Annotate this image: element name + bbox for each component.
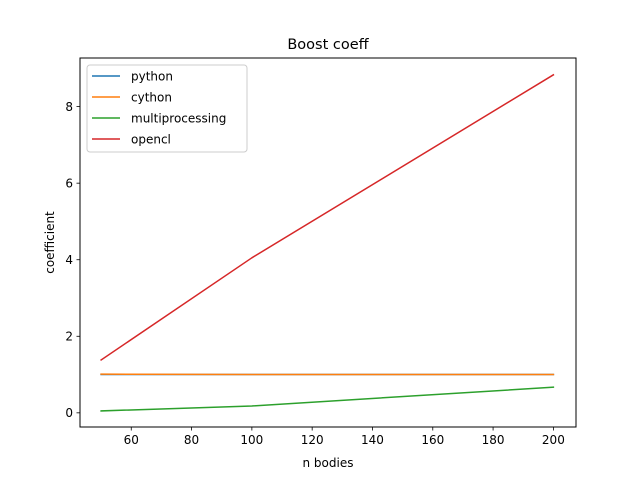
- y-tick-label: 0: [65, 406, 73, 420]
- legend-label-multiprocessing: multiprocessing: [131, 111, 226, 125]
- x-tick-label: 100: [240, 433, 263, 447]
- x-tick-label: 80: [184, 433, 199, 447]
- y-axis-label: coefficient: [43, 211, 57, 274]
- y-tick-label: 2: [65, 329, 73, 343]
- y-tick-label: 6: [65, 176, 73, 190]
- x-tick-label: 200: [542, 433, 565, 447]
- x-tick-label: 160: [421, 433, 444, 447]
- x-tick-label: 60: [124, 433, 139, 447]
- legend-label-opencl: opencl: [131, 132, 171, 146]
- legend: python cython multiprocessing opencl: [87, 65, 247, 152]
- y-tick-label: 8: [65, 100, 73, 114]
- x-tick-label: 180: [482, 433, 505, 447]
- y-tick-label: 4: [65, 253, 73, 267]
- legend-label-cython: cython: [131, 90, 172, 104]
- chart-title: Boost coeff: [287, 37, 369, 53]
- x-tick-label: 140: [361, 433, 384, 447]
- legend-label-python: python: [131, 69, 173, 83]
- x-axis-label: n bodies: [303, 456, 354, 470]
- x-tick-label: 120: [301, 433, 324, 447]
